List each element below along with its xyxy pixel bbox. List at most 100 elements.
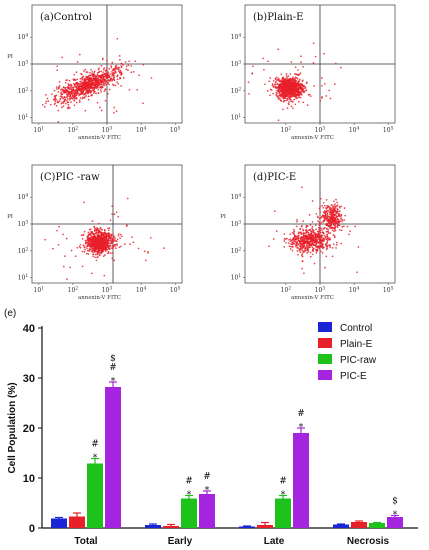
event-dot bbox=[283, 233, 286, 235]
event-dot bbox=[340, 220, 342, 223]
event-dot bbox=[294, 103, 297, 106]
y-tick-label: 102 bbox=[18, 86, 29, 95]
event-dot bbox=[295, 97, 298, 100]
event-dot bbox=[331, 204, 333, 206]
event-dot bbox=[95, 228, 97, 231]
event-dot bbox=[89, 237, 91, 239]
event-dot bbox=[116, 81, 119, 83]
significance-mark: * bbox=[393, 511, 398, 521]
event-dot bbox=[106, 234, 108, 237]
event-dot bbox=[111, 238, 114, 240]
event-dot bbox=[276, 92, 278, 95]
event-dot bbox=[292, 80, 295, 83]
event-dot bbox=[252, 65, 254, 68]
event-dot bbox=[55, 88, 58, 90]
event-dot bbox=[338, 224, 341, 227]
event-dot bbox=[95, 79, 98, 82]
event-dot bbox=[272, 80, 275, 82]
event-dot bbox=[329, 209, 332, 212]
event-dot bbox=[113, 244, 116, 246]
event-dot bbox=[83, 96, 86, 98]
event-dot bbox=[96, 74, 99, 77]
event-dot bbox=[321, 96, 323, 98]
significance-mark: $ bbox=[392, 497, 398, 507]
event-dot bbox=[310, 240, 312, 242]
y-tick-label: 104 bbox=[231, 193, 242, 202]
event-dot bbox=[80, 87, 83, 90]
flow-cytometry-panels: (a)Control 101 102 103 104 105 101 102 103 104 ann… bbox=[7, 4, 396, 301]
event-dot bbox=[95, 244, 98, 247]
x-tick-label: 103 bbox=[315, 286, 326, 295]
event-dot bbox=[118, 246, 121, 249]
event-dot bbox=[281, 79, 284, 82]
event-dot bbox=[64, 86, 67, 89]
event-dot bbox=[289, 233, 292, 235]
event-dot bbox=[302, 228, 304, 231]
event-dot bbox=[120, 66, 123, 69]
event-dot bbox=[336, 208, 339, 211]
event-dot bbox=[149, 236, 152, 239]
event-dot bbox=[288, 81, 291, 84]
event-dot bbox=[108, 68, 111, 70]
x-tick-label: 105 bbox=[170, 126, 181, 135]
x-tick-label: 103 bbox=[315, 126, 326, 135]
event-dot bbox=[312, 229, 315, 232]
event-dot bbox=[278, 80, 281, 83]
event-dot bbox=[317, 236, 320, 239]
event-dot bbox=[316, 248, 319, 251]
event-dot bbox=[296, 220, 298, 223]
event-dot bbox=[295, 244, 297, 247]
event-dot bbox=[53, 89, 56, 92]
event-dot bbox=[41, 103, 44, 106]
event-dot bbox=[81, 93, 83, 95]
event-dot bbox=[275, 91, 278, 94]
x-tick-label: 104 bbox=[349, 286, 360, 295]
event-dot bbox=[326, 230, 329, 233]
event-dot bbox=[88, 83, 91, 86]
event-dot bbox=[331, 218, 334, 220]
event-dot bbox=[113, 235, 116, 238]
event-dot bbox=[99, 254, 101, 256]
event-dot bbox=[117, 234, 120, 237]
event-dot bbox=[78, 99, 81, 102]
event-dot bbox=[343, 225, 345, 228]
event-dot bbox=[297, 90, 300, 92]
event-dot bbox=[54, 96, 57, 99]
event-dot bbox=[89, 228, 92, 231]
event-dot bbox=[283, 82, 286, 85]
event-dot bbox=[130, 65, 133, 67]
event-dot bbox=[319, 197, 322, 200]
event-dot bbox=[325, 223, 327, 226]
event-dot bbox=[80, 91, 83, 94]
event-dot bbox=[288, 245, 291, 248]
x-tick-label: 104 bbox=[136, 126, 147, 135]
event-dot bbox=[96, 242, 99, 245]
event-dot bbox=[67, 90, 70, 93]
event-dot bbox=[303, 272, 305, 275]
event-dot bbox=[293, 93, 296, 96]
flow-panel-4: (d)PIC-E 102 103 104 105 101 102 103 104 annexin-… bbox=[220, 164, 396, 301]
event-dot bbox=[280, 73, 283, 76]
event-dot bbox=[302, 79, 304, 82]
event-dot bbox=[293, 238, 296, 241]
event-dot bbox=[282, 84, 285, 87]
event-dot bbox=[93, 242, 96, 245]
event-dot bbox=[83, 89, 86, 92]
event-dot bbox=[83, 230, 86, 233]
event-dot bbox=[106, 74, 108, 77]
event-dot bbox=[323, 219, 326, 222]
event-dot bbox=[307, 238, 310, 241]
event-dot bbox=[329, 225, 332, 228]
event-dot bbox=[302, 65, 305, 68]
event-dot bbox=[297, 253, 299, 256]
event-dot bbox=[93, 92, 95, 94]
event-dot bbox=[70, 84, 73, 87]
event-dot bbox=[102, 247, 104, 249]
event-dot bbox=[319, 241, 322, 244]
event-dot bbox=[311, 242, 313, 245]
panel-label: (C)PIC -raw bbox=[40, 172, 100, 183]
event-dot bbox=[293, 240, 296, 243]
event-dot bbox=[274, 77, 277, 80]
bar-plain-e bbox=[69, 516, 85, 528]
event-dot bbox=[64, 81, 67, 84]
